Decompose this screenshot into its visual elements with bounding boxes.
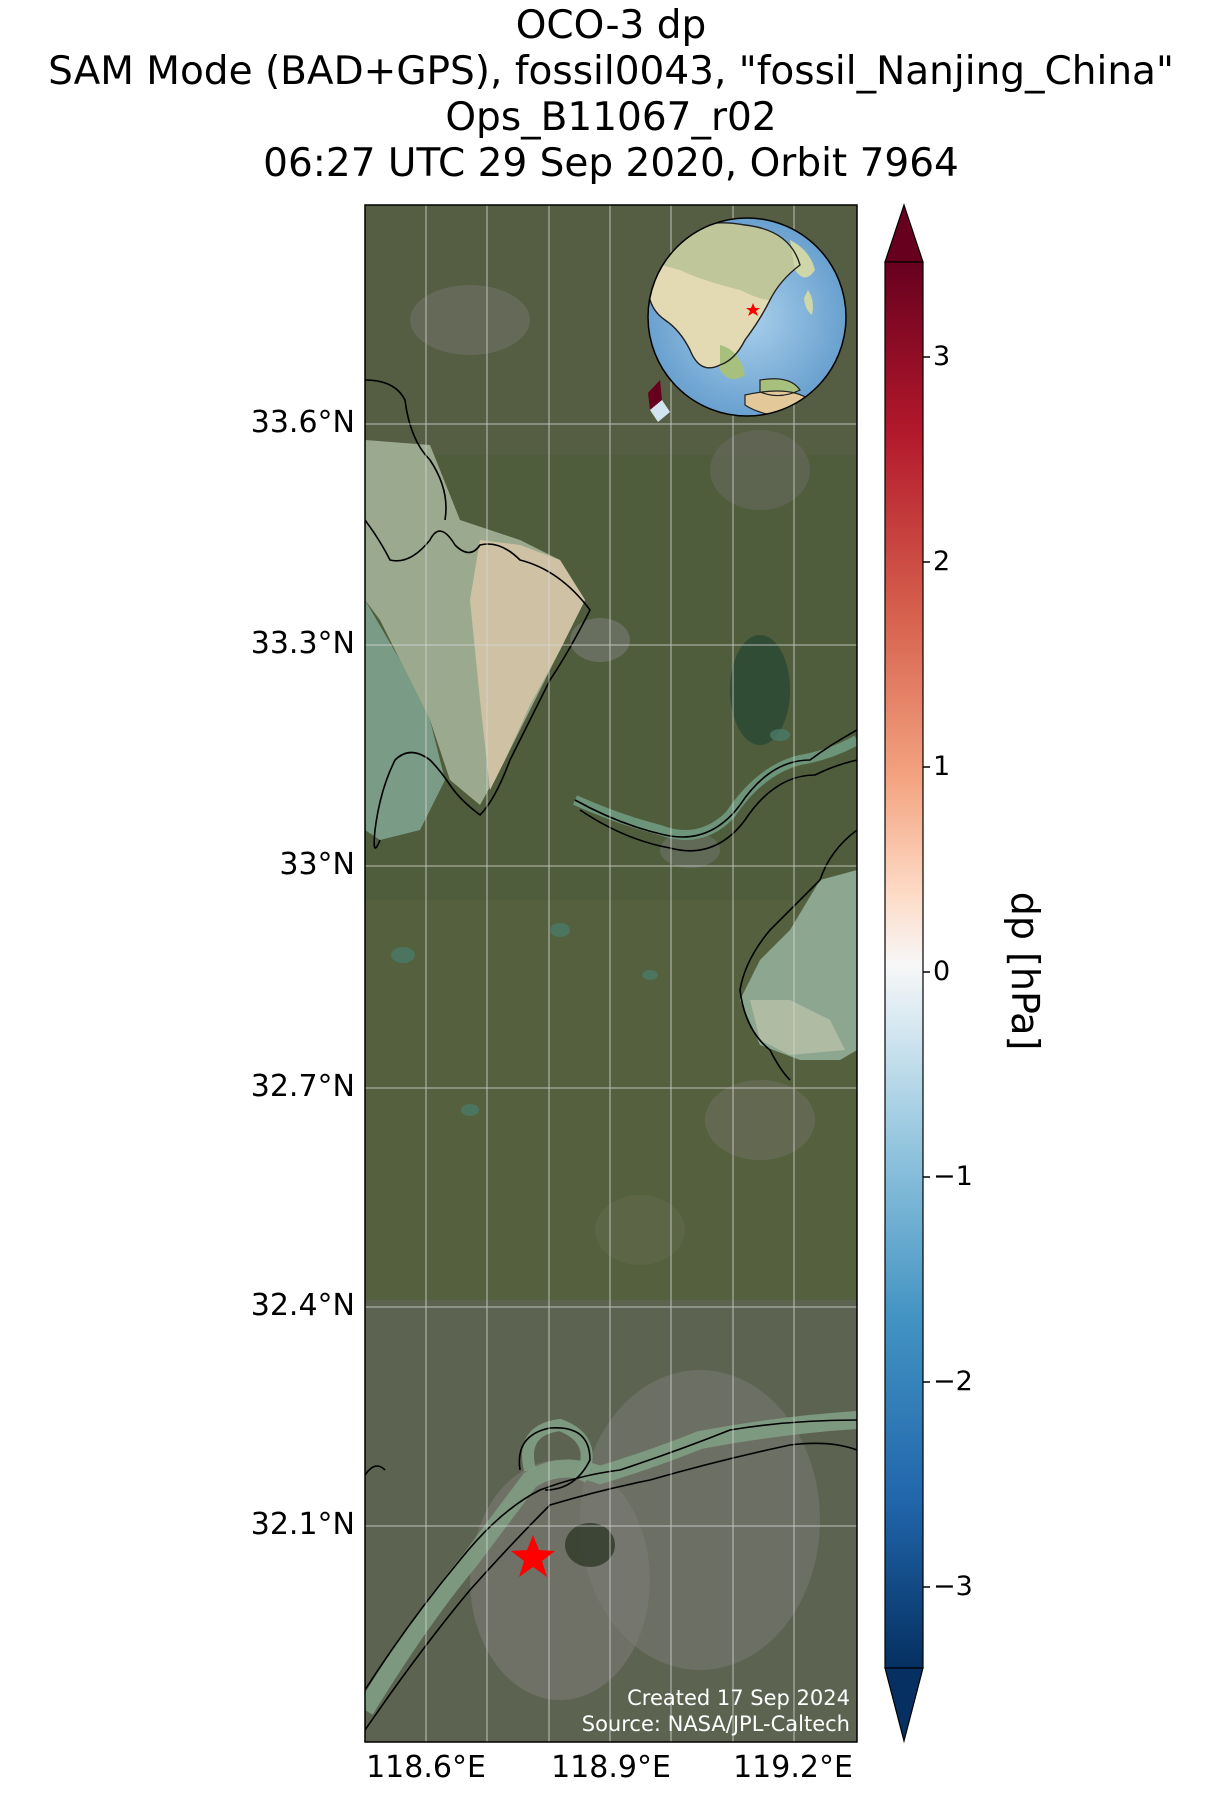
lat-tick-label: 33.6°N bbox=[250, 405, 355, 440]
colorbar-label: dp [hPa] bbox=[1003, 891, 1047, 1051]
colorbar-tick-label: 0 bbox=[933, 956, 951, 987]
lon-tick-label: 118.9°E bbox=[551, 1750, 671, 1785]
title-line-3: Ops_B11067_r02 bbox=[445, 95, 777, 140]
sounding-footprint-low bbox=[650, 400, 670, 422]
title-line-1: OCO-3 dp bbox=[515, 3, 707, 48]
star-icon bbox=[511, 1535, 555, 1577]
title-line-4: 06:27 UTC 29 Sep 2020, Orbit 7964 bbox=[263, 141, 959, 186]
colorbar bbox=[884, 203, 930, 1744]
colorbar-tick-label: 1 bbox=[933, 751, 951, 782]
source-credit: Source: NASA/JPL-Caltech bbox=[581, 1712, 850, 1736]
lat-tick-label: 33°N bbox=[279, 847, 355, 882]
colorbar-tick-label: −3 bbox=[933, 1571, 973, 1602]
satellite-imagery bbox=[365, 205, 857, 1742]
globe-target-star-icon bbox=[746, 303, 760, 316]
colorbar-tick-label: −2 bbox=[933, 1366, 973, 1397]
lat-tick-label: 33.3°N bbox=[250, 626, 355, 661]
sounding-footprint-high bbox=[648, 380, 662, 410]
colorbar-tick-label: 3 bbox=[933, 341, 951, 372]
colorbar-tick-label: 2 bbox=[933, 546, 951, 577]
gridlines bbox=[365, 205, 857, 1742]
map-frame bbox=[364, 204, 858, 1743]
created-date: Created 17 Sep 2024 bbox=[627, 1686, 850, 1710]
coastlines bbox=[365, 379, 857, 1731]
lat-tick-label: 32.4°N bbox=[250, 1288, 355, 1323]
title-line-2: SAM Mode (BAD+GPS), fossil0043, "fossil_… bbox=[48, 49, 1174, 94]
lon-tick-label: 118.6°E bbox=[366, 1750, 486, 1785]
lon-tick-label: 119.2°E bbox=[733, 1750, 853, 1785]
globe-icon bbox=[647, 217, 847, 417]
lat-tick-label: 32.7°N bbox=[250, 1069, 355, 1104]
lat-tick-label: 32.1°N bbox=[250, 1507, 355, 1542]
colorbar-tick-label: −1 bbox=[933, 1161, 973, 1192]
